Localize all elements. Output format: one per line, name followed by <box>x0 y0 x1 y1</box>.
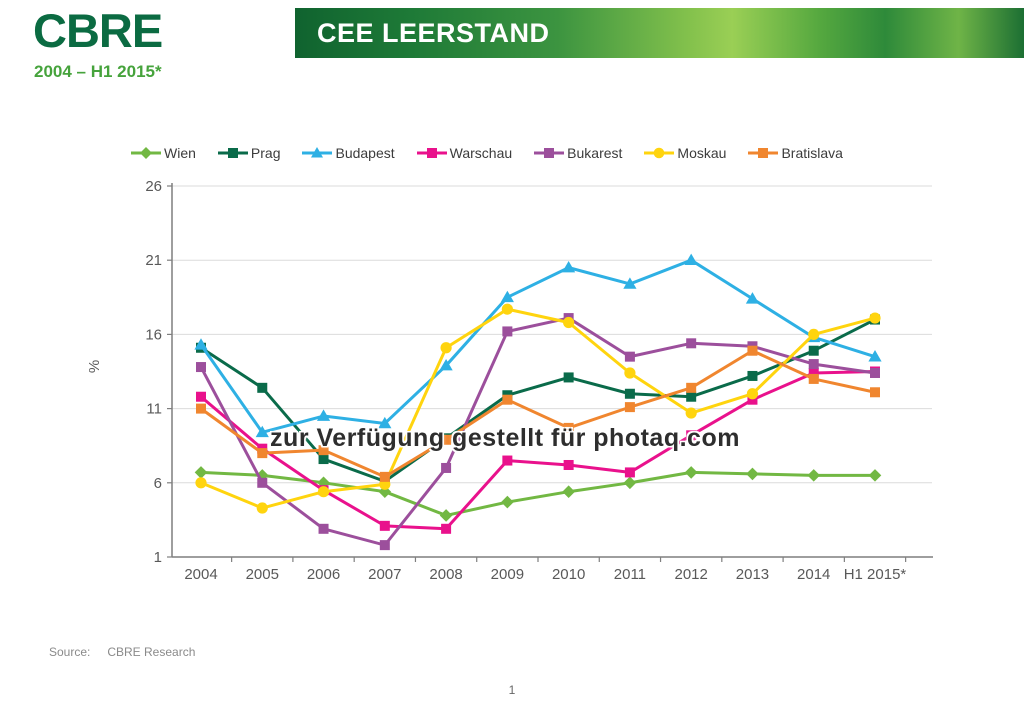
legend-label: Bukarest <box>567 145 623 161</box>
source-line: Source: CBRE Research <box>49 645 195 659</box>
gridlines <box>172 185 932 484</box>
square-marker-icon <box>416 148 447 158</box>
x-tick-label: 2004 <box>184 566 217 583</box>
slide-subtitle: 2004 – H1 2015* <box>34 62 162 81</box>
square-marker-icon <box>217 148 248 158</box>
source-value: CBRE Research <box>107 645 196 659</box>
legend-label: Warschau <box>449 145 513 161</box>
y-tick-label: 1 <box>154 549 162 566</box>
y-axis-label: % <box>86 359 104 374</box>
y-tick-label: 16 <box>145 326 162 343</box>
header-bar: CEE LEERSTAND <box>295 8 1024 58</box>
x-tick-label: 2005 <box>246 566 279 583</box>
watermark: zur Verfügung gestellt für photaq.com <box>270 424 740 452</box>
legend-label: Wien <box>164 145 196 161</box>
x-tick-label: 2008 <box>429 566 462 583</box>
legend-item-budapest: Budapest <box>301 145 395 161</box>
legend-item-wien: Wien <box>130 145 196 161</box>
y-tick-label: 11 <box>146 401 162 418</box>
series-budapest <box>194 253 882 438</box>
legend-item-warschau: Warschau <box>416 145 513 161</box>
x-tick-label: 2011 <box>614 566 646 583</box>
y-tick-label: 6 <box>154 475 162 492</box>
series-prag <box>196 314 880 487</box>
square-marker-icon <box>534 148 565 158</box>
series-moskau <box>195 303 881 514</box>
page-number: 1 <box>508 683 516 697</box>
legend-label: Moskau <box>677 145 727 161</box>
legend-label: Bratislava <box>781 145 843 161</box>
legend-item-bratislava: Bratislava <box>747 145 843 161</box>
legend-item-bukarest: Bukarest <box>533 145 622 161</box>
x-tick-label: 2012 <box>674 566 707 583</box>
legend-label: Prag <box>250 145 281 161</box>
circle-marker-icon <box>644 147 675 159</box>
series-bratislava <box>196 345 880 482</box>
y-tick-label: 21 <box>145 252 162 269</box>
x-tick-label: 2007 <box>368 566 401 583</box>
x-tick-label: 2010 <box>552 566 585 583</box>
triangle-marker-icon <box>302 147 333 158</box>
axes <box>167 183 933 562</box>
slide-title: CEE LEERSTAND <box>317 18 550 48</box>
legend-item-prag: Prag <box>217 145 281 161</box>
x-tick-label: H1 2015* <box>844 566 907 583</box>
y-tick-label: 26 <box>145 178 162 195</box>
x-tick-label: 2013 <box>736 566 769 583</box>
x-tick-label: 2009 <box>491 566 524 583</box>
x-tick-label: 2014 <box>797 566 830 583</box>
cbre-logo: CBRE <box>33 4 163 57</box>
legend-item-moskau: Moskau <box>643 145 726 161</box>
legend-label: Budapest <box>335 145 395 161</box>
source-label: Source: <box>49 645 91 659</box>
diamond-marker-icon <box>131 147 161 159</box>
x-tick-label: 2006 <box>307 566 340 583</box>
chart-legend: Wien Prag Budapest Warschau Bukarest Moskau Br… <box>130 143 843 163</box>
square-marker-icon <box>748 148 779 158</box>
